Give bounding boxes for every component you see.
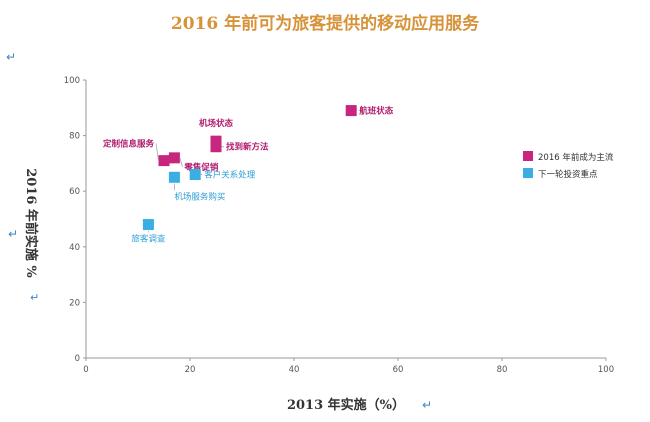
scatter-point bbox=[142, 219, 154, 231]
legend-label-mainstream: 2016 年前成为主流 bbox=[538, 152, 614, 163]
y-tick-label: 20 bbox=[69, 298, 80, 308]
y-tick-label: 40 bbox=[69, 243, 80, 253]
point-label: 机场服务购买 bbox=[174, 191, 225, 202]
legend: 2016 年前成为主流 下一轮投资重点 bbox=[523, 151, 614, 180]
x-axis-return-icon: ↵ bbox=[422, 398, 432, 412]
y-axis-return-icon: ↵ bbox=[8, 227, 18, 241]
point-label: 机场状态 bbox=[199, 118, 234, 129]
point-label: 零售促销 bbox=[183, 162, 219, 173]
point-label: 旅客调查 bbox=[131, 234, 166, 245]
scatter-point bbox=[189, 169, 201, 181]
chart-title: 2016 年前可为旅客提供的移动应用服务 bbox=[171, 13, 480, 34]
scatter-point bbox=[158, 155, 170, 167]
legend-swatch-mainstream bbox=[523, 151, 533, 161]
x-tick-label: 80 bbox=[497, 365, 508, 375]
legend-label-next-investment: 下一轮投资重点 bbox=[538, 169, 598, 180]
y-tick-label: 80 bbox=[69, 132, 80, 142]
y-tick-label: 100 bbox=[64, 76, 80, 86]
y-axis-title: 2016 年前实施 % bbox=[23, 168, 39, 278]
scatter-point bbox=[210, 135, 222, 147]
y-axis-return-icon-2: ↵ bbox=[30, 291, 39, 304]
legend-swatch-next-investment bbox=[523, 168, 533, 178]
scatter-point bbox=[345, 105, 357, 117]
return-icon: ↵ bbox=[6, 50, 16, 64]
x-tick-label: 60 bbox=[393, 365, 404, 375]
point-label: 客户关系处理 bbox=[204, 170, 256, 181]
x-tick-label: 100 bbox=[598, 365, 614, 375]
point-label: 定制信息服务 bbox=[102, 139, 155, 150]
label-leader-line bbox=[155, 143, 159, 161]
x-tick-label: 40 bbox=[289, 365, 300, 375]
scatter-point bbox=[168, 171, 180, 183]
x-tick-label: 20 bbox=[185, 365, 196, 375]
axis-ticks: 0 20 40 60 80 100 0 20 40 60 80 100 bbox=[64, 76, 614, 375]
point-label: 找到新方法 bbox=[226, 142, 269, 153]
x-tick-label: 0 bbox=[83, 365, 88, 375]
y-tick-label: 0 bbox=[75, 354, 80, 364]
y-tick-label: 60 bbox=[69, 187, 80, 197]
point-label: 航班状态 bbox=[359, 106, 394, 117]
label-leader-line bbox=[179, 157, 183, 167]
x-axis-title: 2013 年实施（%） bbox=[287, 397, 405, 413]
scatter-point bbox=[168, 152, 180, 164]
scatter-point bbox=[210, 141, 222, 153]
